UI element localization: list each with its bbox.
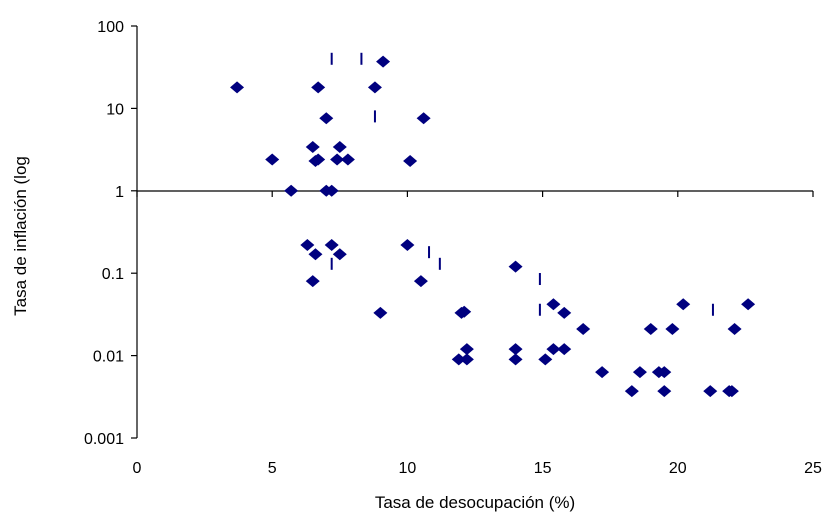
y-tick-label: 100 [97,19,124,36]
data-point-diamond [332,141,347,154]
axes: 0.001 0.01 0.1 1 10 100 0 5 10 15 20 25 [84,19,822,477]
data-point-diamond [403,154,418,167]
x-tick-label: 15 [534,460,552,477]
data-point-diamond [400,238,415,251]
data-point-diamond [459,343,474,356]
data-point-diamond [657,385,672,398]
data-point-diamond [300,238,315,251]
data-point-diamond [741,298,756,311]
data-point-diamond [451,353,466,366]
data-point-diamond [324,238,339,251]
data-point-diamond [595,366,610,379]
data-point-diamond [373,306,388,319]
y-axis-title: Tasa de inflación (log [11,156,30,316]
y-tick-label: 0.01 [93,349,124,366]
data-point-diamond [676,298,691,311]
data-point-diamond [284,184,299,197]
data-point-diamond [557,343,572,356]
data-point-diamond [657,366,672,379]
x-tick-label: 25 [804,460,822,477]
data-point-diamond [311,153,326,166]
x-tick-label: 0 [133,460,142,477]
x-tick-label: 5 [268,460,277,477]
data-point-diamond [330,153,345,166]
data-point-diamond [457,305,472,318]
data-point-diamond [508,260,523,273]
data-point-diamond [557,306,572,319]
y-tick-label: 0.001 [84,431,124,448]
data-point-diamond [459,353,474,366]
x-tick-label: 10 [399,460,417,477]
data-point-diamond [305,141,320,154]
data-point-diamond [340,153,355,166]
data-point-diamond [413,275,428,288]
data-point-diamond [324,184,339,197]
data-point-diamond [546,343,561,356]
data-point-diamond [332,248,347,261]
data-point-diamond [727,323,742,336]
y-tick-label: 1 [115,184,124,201]
data-marks [230,52,756,398]
data-point-diamond [624,385,639,398]
data-point-diamond [367,81,382,94]
data-point-diamond [632,366,647,379]
data-point-diamond [508,353,523,366]
data-point-diamond [643,323,658,336]
data-point-diamond [305,275,320,288]
data-point-diamond [703,385,718,398]
data-point-diamond [311,81,326,94]
y-tick-label: 10 [106,101,124,118]
data-point-diamond [665,323,680,336]
x-axis-title: Tasa de desocupación (%) [375,493,575,512]
data-point-diamond [319,112,334,125]
data-point-diamond [546,298,561,311]
data-point-diamond [508,343,523,356]
data-point-diamond [576,323,591,336]
data-point-diamond [376,55,391,68]
data-point-diamond [230,81,245,94]
data-point-diamond [308,248,323,261]
data-point-diamond [724,385,739,398]
y-tick-label: 0.1 [102,266,124,283]
data-point-diamond [265,153,280,166]
x-tick-label: 20 [669,460,687,477]
data-point-diamond [538,353,553,366]
data-point-diamond [416,112,431,125]
